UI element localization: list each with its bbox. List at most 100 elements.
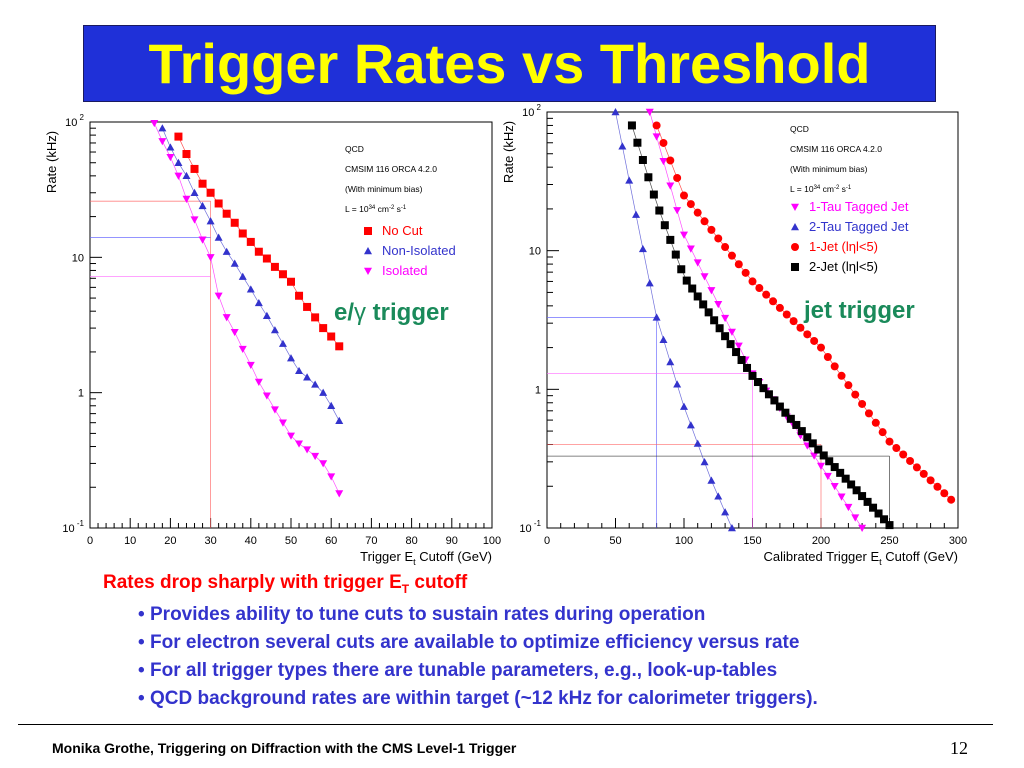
data-point — [762, 290, 771, 299]
info-line: CMSIM 116 ORCA 4.2.0 — [345, 164, 437, 174]
data-point — [311, 313, 320, 322]
data-point — [680, 231, 688, 239]
data-point — [182, 171, 191, 180]
x-tick-label: 60 — [325, 535, 337, 547]
chart-egamma-trigger: 10 2 10 1 10 -10 10 20 30 40 50 60 70 80 90 100 Trigge… — [44, 113, 501, 567]
data-point — [803, 330, 812, 339]
data-point — [364, 247, 372, 255]
data-point — [364, 227, 372, 235]
data-point — [874, 509, 883, 518]
data-point — [715, 324, 724, 333]
data-point — [649, 190, 658, 199]
data-point — [660, 221, 669, 230]
data-point — [791, 223, 799, 231]
x-tick-label: 150 — [743, 535, 761, 547]
data-point — [238, 272, 247, 280]
data-point — [727, 251, 736, 260]
data-point — [755, 284, 764, 293]
data-point — [933, 482, 942, 491]
data-point — [775, 402, 784, 411]
data-point — [836, 468, 845, 477]
data-point — [230, 218, 239, 227]
bullet-item: • For all trigger types there are tunable… — [138, 657, 1003, 685]
data-point — [782, 310, 791, 319]
bullet-item: • Provides ability to tune cuts to sustai… — [138, 601, 1003, 629]
data-point — [230, 259, 239, 267]
data-point — [693, 292, 702, 301]
x-tick-label: 0 — [87, 535, 93, 547]
info-line: CMSIM 116 ORCA 4.2.0 — [790, 144, 882, 154]
data-point — [817, 462, 825, 470]
page-number: 12 — [950, 738, 968, 758]
y-axis-title: Rate (kHz) — [501, 121, 516, 183]
title-box: Trigger Rates vs Threshold — [83, 25, 936, 102]
data-point — [327, 473, 336, 481]
legend-label: 2-Tau Tagged Jet — [809, 219, 909, 234]
data-point — [796, 323, 805, 332]
data-point — [295, 440, 304, 448]
data-point — [748, 371, 757, 380]
data-point — [786, 414, 795, 423]
info-line: QCD — [345, 144, 364, 154]
x-tick-label: 80 — [405, 535, 417, 547]
data-point — [677, 265, 686, 274]
data-point — [707, 287, 716, 295]
data-point — [871, 418, 880, 427]
y-tick-label: 1 — [78, 388, 84, 400]
data-point — [158, 138, 167, 146]
data-point — [206, 254, 215, 262]
data-point — [781, 408, 790, 417]
data-point — [858, 524, 867, 532]
data-point — [919, 469, 928, 478]
data-point — [254, 247, 263, 256]
x-tick-label: 90 — [446, 535, 458, 547]
data-point — [174, 132, 183, 141]
data-point — [182, 195, 191, 203]
data-point — [254, 378, 263, 386]
data-point — [885, 437, 894, 446]
data-point — [947, 495, 956, 504]
y-tick-label: 10 -1 — [519, 519, 541, 535]
data-point — [319, 460, 328, 468]
x-tick-label: 40 — [245, 535, 257, 547]
data-point — [792, 420, 801, 429]
data-point — [707, 225, 716, 234]
data-point — [166, 153, 175, 162]
data-point — [645, 108, 654, 116]
data-point — [693, 259, 702, 267]
data-point — [912, 463, 921, 472]
data-point — [222, 314, 231, 322]
data-point — [852, 486, 861, 495]
data-point — [644, 173, 653, 182]
chart-annotation: e/γ trigger — [334, 299, 449, 326]
data-point — [700, 217, 709, 226]
data-point — [182, 150, 191, 159]
legend-label: 2-Jet (lηl<5) — [809, 259, 878, 274]
data-point — [940, 489, 949, 498]
data-point — [847, 480, 856, 489]
data-point — [652, 121, 661, 130]
data-point — [682, 276, 691, 285]
luminosity-label: L = 1034 cm-2 s-1 — [345, 204, 407, 214]
data-point — [810, 452, 819, 460]
data-point — [693, 439, 702, 447]
y-tick-label: 10 — [529, 246, 541, 258]
data-point — [666, 156, 675, 165]
data-point — [686, 200, 695, 209]
x-axis-title: Trigger Et Cutoff (GeV) — [360, 549, 492, 567]
data-point — [710, 316, 719, 325]
x-tick-label: 30 — [204, 535, 216, 547]
data-point — [652, 133, 661, 141]
data-point — [714, 492, 723, 500]
data-point — [611, 108, 620, 116]
legend-label: 1-Tau Tagged Jet — [809, 199, 909, 214]
bullet-text: For all trigger types there are tunable … — [150, 659, 778, 681]
data-point — [659, 138, 668, 147]
data-point — [214, 233, 223, 241]
y-tick-label: 10 2 — [522, 103, 541, 119]
data-point — [851, 514, 860, 522]
data-point — [190, 216, 199, 224]
data-point — [327, 401, 336, 409]
data-point — [714, 300, 723, 309]
data-point — [830, 362, 839, 371]
